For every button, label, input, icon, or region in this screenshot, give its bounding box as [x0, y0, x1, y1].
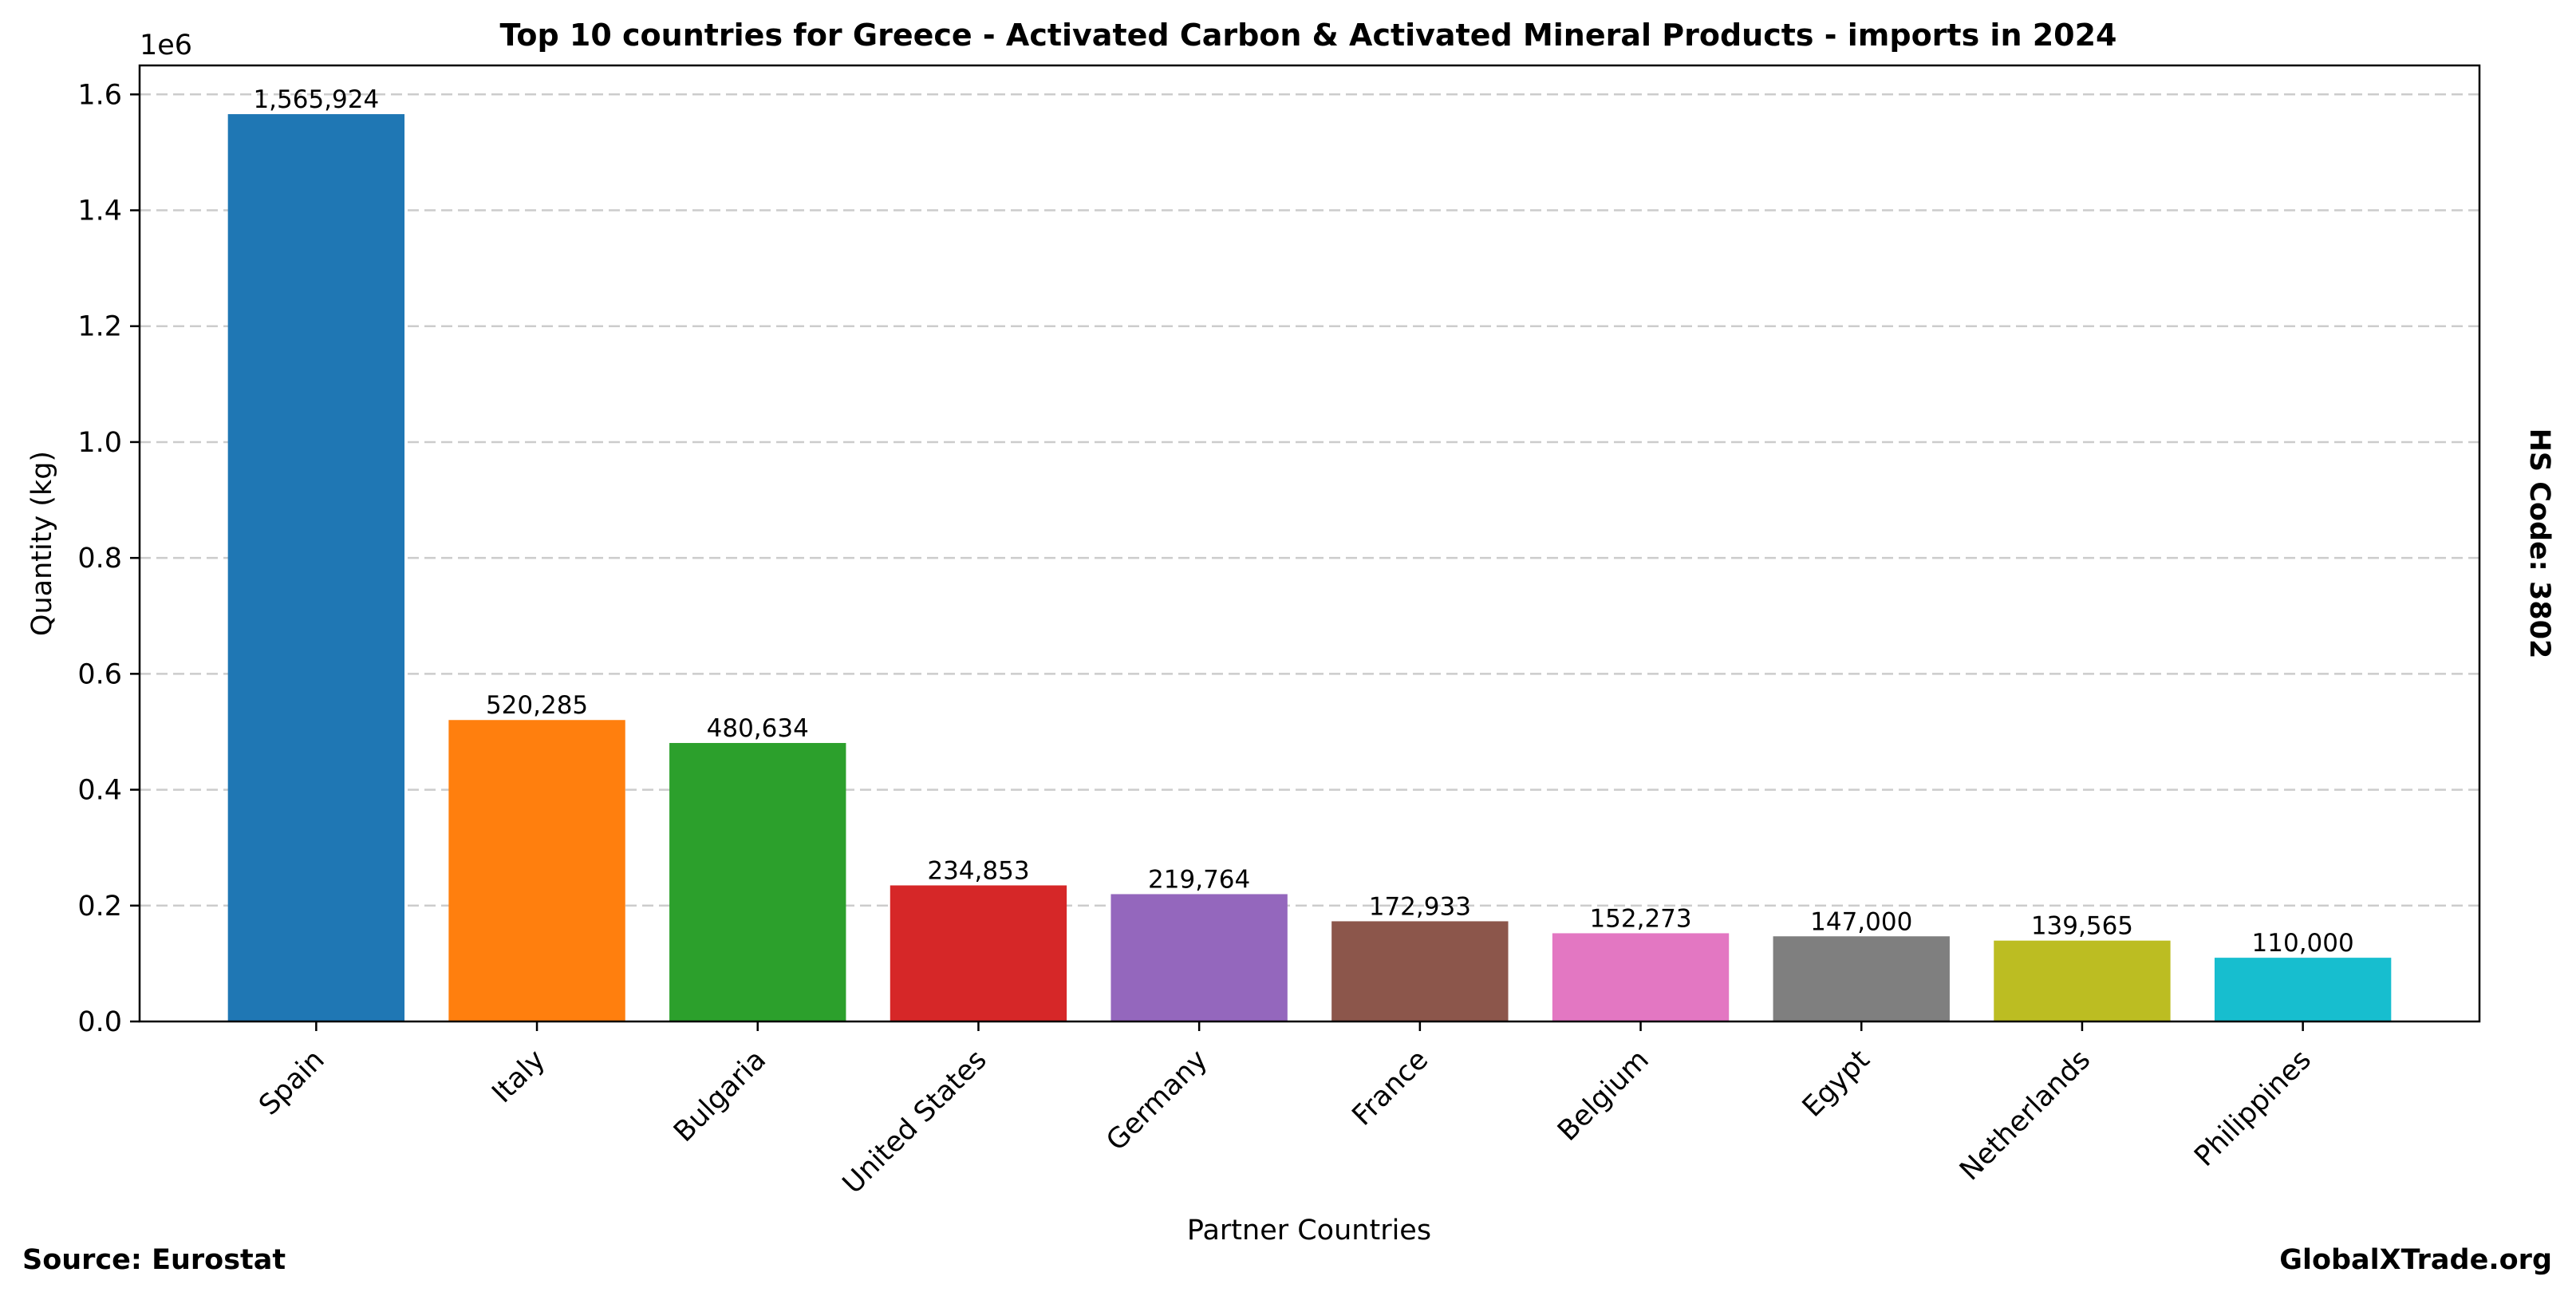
bars: 1,565,924 520,285 480,634 234,853 219,764 172…: [227, 85, 2392, 1021]
y-tick-label: 0.0: [77, 1006, 122, 1038]
site-label: GlobalXTrade.org: [2279, 1244, 2552, 1276]
bar-value-label: 1,565,924: [253, 85, 379, 114]
bar: [227, 114, 405, 1021]
x-tick-label: Germany: [1100, 1044, 1213, 1157]
y-tick-label: 0.8: [77, 543, 122, 575]
bar: [1331, 921, 1509, 1021]
plot-frame: [138, 64, 2481, 1023]
bar-value-label: 110,000: [2252, 929, 2354, 958]
x-axis: Spain Italy Bulgaria United States Germany Fr…: [253, 1021, 2318, 1200]
bar: [1773, 936, 1950, 1021]
chart-title: Top 10 countries for Greece - Activated …: [499, 18, 2116, 53]
bar: [890, 885, 1067, 1021]
x-tick-label: United States: [837, 1044, 993, 1200]
bar-value-label: 234,853: [927, 856, 1029, 885]
bar-value-label: 152,273: [1589, 904, 1691, 933]
y-axis: 0.0 0.2 0.4 0.6 0.8 1.0 1.2 1.4 1.6: [77, 79, 140, 1038]
source-label: Source: Eurostat: [22, 1244, 286, 1276]
y-axis-label: Quantity (kg): [26, 451, 58, 636]
bar: [2214, 958, 2392, 1021]
bar-value-label: 147,000: [1810, 907, 1912, 936]
x-tick-label: Italy: [486, 1044, 551, 1109]
y-offset-label: 1e6: [140, 30, 192, 61]
y-tick-label: 0.2: [77, 891, 122, 923]
y-tick-label: 0.6: [77, 658, 122, 690]
x-tick-label: Spain: [253, 1044, 330, 1121]
x-axis-label: Partner Countries: [1187, 1215, 1431, 1247]
bar: [669, 743, 846, 1021]
bar-value-label: 480,634: [707, 714, 809, 743]
x-tick-label: France: [1347, 1044, 1435, 1132]
bar-value-label: 172,933: [1369, 892, 1471, 921]
x-tick-label: Belgium: [1552, 1044, 1655, 1148]
x-tick-label: Philippines: [2188, 1044, 2318, 1173]
y-tick-label: 1.6: [77, 79, 122, 111]
bar-value-label: 219,764: [1148, 865, 1250, 894]
bar-value-label: 520,285: [486, 691, 588, 720]
bar: [1110, 894, 1288, 1021]
x-tick-label: Netherlands: [1954, 1044, 2097, 1187]
bar-value-label: 139,565: [2031, 912, 2133, 941]
y-tick-label: 1.2: [77, 311, 122, 343]
bar: [448, 720, 625, 1021]
bar: [1552, 933, 1730, 1021]
y-tick-label: 1.4: [77, 196, 122, 227]
y-tick-label: 0.4: [77, 775, 122, 807]
x-tick-label: Bulgaria: [668, 1044, 772, 1148]
bar: [1994, 940, 2171, 1021]
hs-code-label: HS Code: 3802: [2523, 429, 2555, 659]
y-tick-label: 1.0: [77, 427, 122, 459]
x-tick-label: Egypt: [1797, 1044, 1876, 1124]
